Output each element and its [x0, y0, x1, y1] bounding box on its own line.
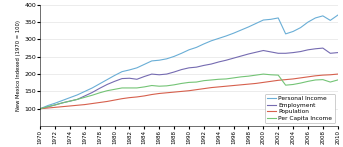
Legend: Personal Income, Employment, Population, Per Capita Income: Personal Income, Employment, Population,… — [265, 94, 335, 123]
Y-axis label: New Mexico Indexed (1970 = 100): New Mexico Indexed (1970 = 100) — [16, 20, 22, 111]
